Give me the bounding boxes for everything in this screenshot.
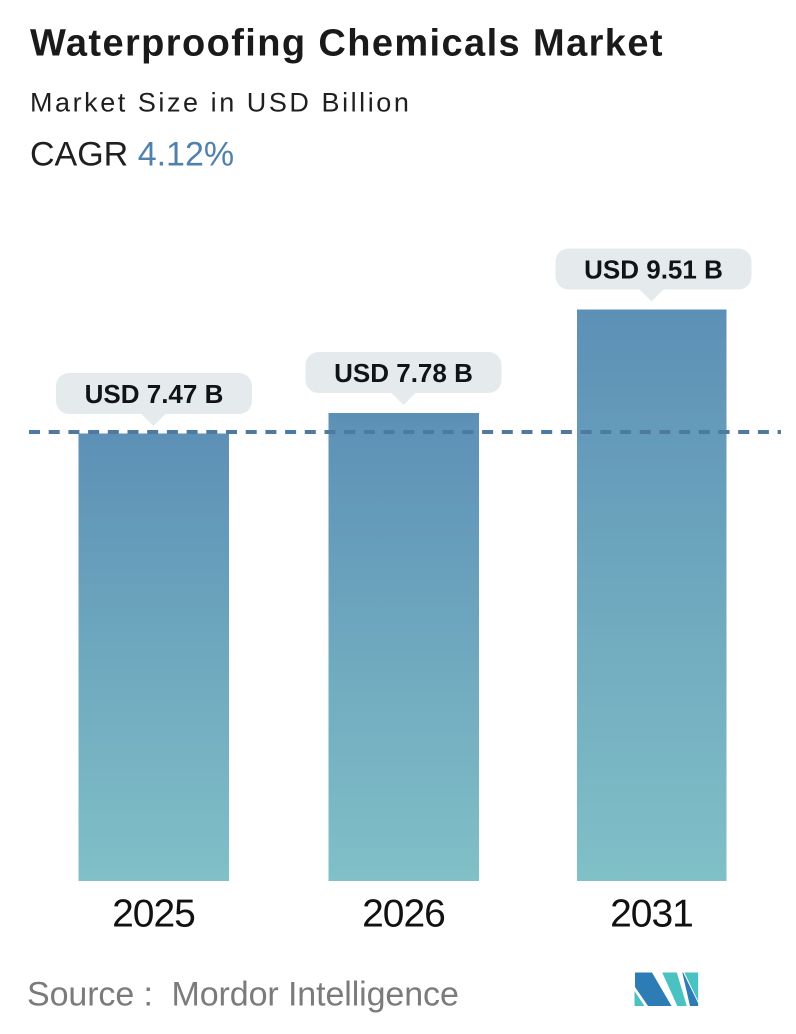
svg-text:USD 7.78 B: USD 7.78 B bbox=[334, 358, 473, 388]
svg-text:2025: 2025 bbox=[112, 893, 195, 936]
svg-text:Market Size in USD Billion: Market Size in USD Billion bbox=[30, 88, 411, 118]
svg-text:Waterproofing Chemicals Market: Waterproofing Chemicals Market bbox=[30, 23, 664, 65]
svg-text:2031: 2031 bbox=[610, 893, 693, 936]
svg-text:CAGR 4.12%: CAGR 4.12% bbox=[30, 136, 234, 174]
svg-text:USD 7.47 B: USD 7.47 B bbox=[85, 379, 224, 409]
svg-text:USD 9.51 B: USD 9.51 B bbox=[584, 255, 723, 285]
svg-text:Source : Mordor Intelligence: Source : Mordor Intelligence bbox=[27, 976, 459, 1014]
svg-text:2026: 2026 bbox=[362, 893, 445, 936]
